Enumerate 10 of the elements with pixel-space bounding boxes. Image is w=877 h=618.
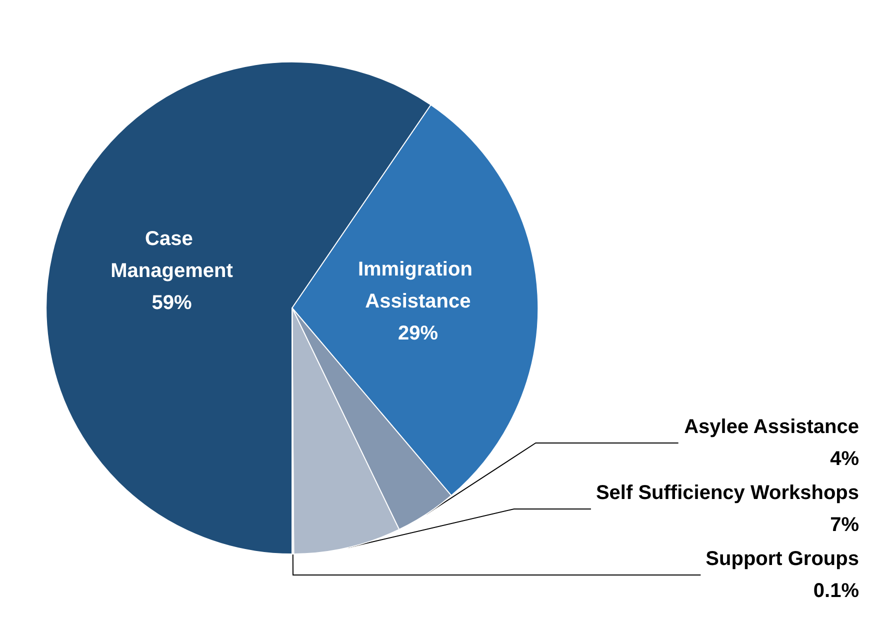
data-label: 4% [830, 448, 860, 470]
slice-label: Case Management [110, 228, 234, 282]
data-label: 0.1% [813, 580, 860, 602]
slice-label: Immigration Assistance [358, 258, 478, 312]
slice-label: Self Sufficiency Workshops [596, 482, 859, 504]
data-label: 29% [398, 322, 438, 344]
slice-label: Asylee Assistance [684, 416, 859, 438]
slice-label: Support Groups [706, 548, 859, 570]
data-label: 59% [152, 292, 192, 314]
data-label: 7% [830, 514, 860, 536]
